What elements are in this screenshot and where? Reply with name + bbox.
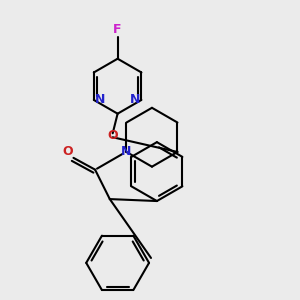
Text: N: N xyxy=(121,146,132,158)
Text: O: O xyxy=(107,129,118,142)
Text: N: N xyxy=(94,93,105,106)
Text: N: N xyxy=(130,93,141,106)
Text: O: O xyxy=(62,146,73,158)
Text: F: F xyxy=(113,23,122,36)
